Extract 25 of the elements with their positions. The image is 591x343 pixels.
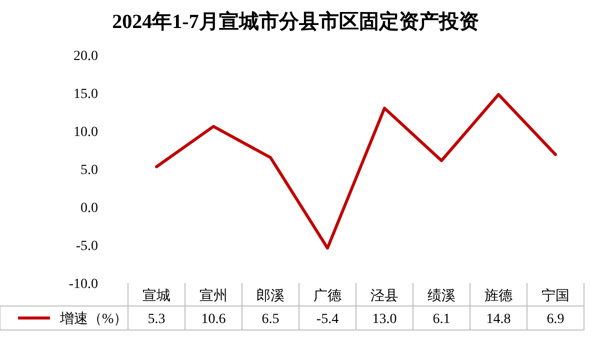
title: 2024年1-7月宣城市分县市区固定资产投资	[112, 11, 479, 33]
data-label: 14.8	[486, 312, 511, 327]
legend-label: 增速（%）	[60, 312, 128, 327]
data-label: 6.5	[262, 312, 280, 327]
ytick: 15.0	[74, 87, 98, 102]
ytick: 5.0	[80, 163, 98, 178]
xtick: 宣州	[200, 289, 228, 304]
xtick: 郎溪	[256, 289, 284, 304]
ytick: -5.0	[76, 239, 98, 254]
data-label: 6.1	[432, 312, 450, 327]
ytick: 10.0	[74, 125, 98, 140]
ytick: -10.0	[68, 277, 98, 292]
data-label: -5.4	[316, 312, 339, 327]
xtick: 宣城	[142, 289, 170, 304]
ytick: 0.0	[80, 201, 98, 216]
data-label: 10.6	[201, 312, 226, 327]
xtick: 宁国	[542, 289, 570, 304]
xtick: 广德	[314, 289, 342, 304]
ytick: 20.0	[74, 49, 98, 64]
data-label: 5.3	[148, 312, 166, 327]
data-label: 13.0	[372, 312, 397, 327]
data-label: 6.9	[546, 312, 564, 327]
xtick: 泾县	[370, 289, 398, 304]
xtick: 旌德	[484, 289, 512, 304]
xtick: 绩溪	[428, 289, 456, 304]
